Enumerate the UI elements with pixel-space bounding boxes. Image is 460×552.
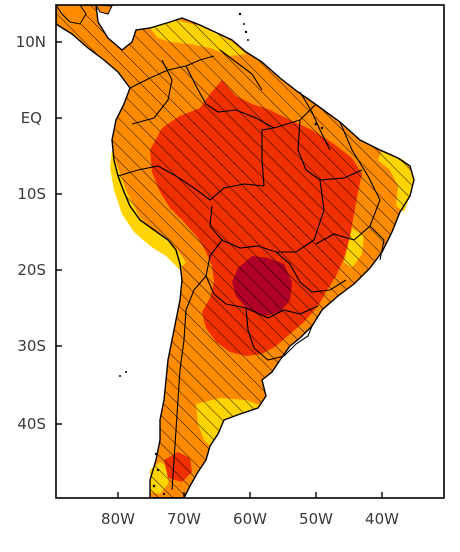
lon-label-40w: 40W <box>365 510 399 528</box>
coastline <box>56 5 415 498</box>
lat-label-eq: EQ <box>21 109 42 127</box>
significance-hatching <box>56 5 414 498</box>
lat-label-10n: 10N <box>16 33 46 51</box>
lat-label-20s: 20S <box>17 261 46 279</box>
islands <box>119 12 324 496</box>
central-america <box>56 5 113 25</box>
country-borders <box>117 49 385 491</box>
map-area <box>56 5 415 498</box>
lon-label-60w: 60W <box>233 510 267 528</box>
lat-label-10s: 10S <box>17 185 46 203</box>
lon-label-50w: 50W <box>299 510 333 528</box>
latitude-ticks <box>56 41 62 425</box>
longitude-ticks <box>117 492 383 498</box>
lat-label-40s: 40S <box>17 415 46 433</box>
lat-label-30s: 30S <box>17 337 46 355</box>
lon-label-80w: 80W <box>101 510 135 528</box>
lon-label-70w: 70W <box>167 510 201 528</box>
